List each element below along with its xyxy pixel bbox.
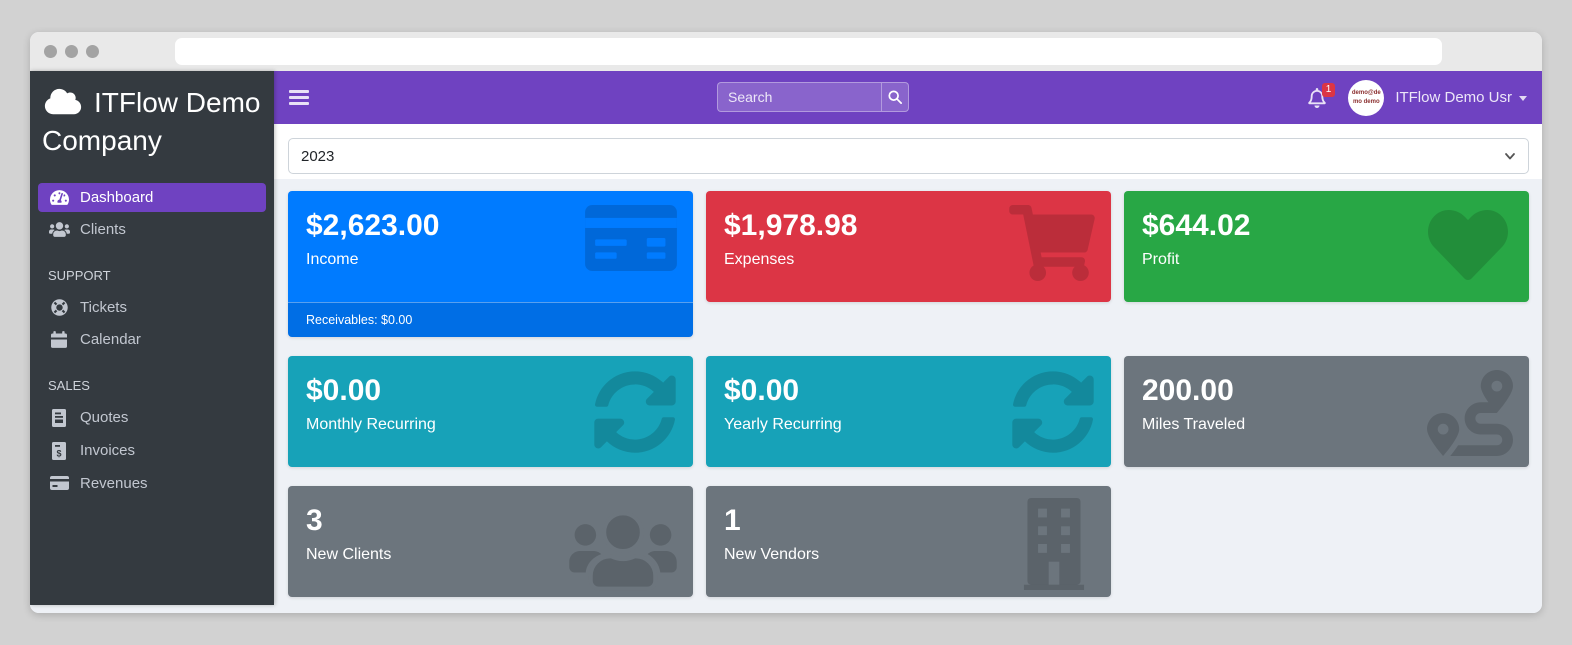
stat-card-miles-traveled[interactable]: 200.00 Miles Traveled <box>1124 356 1529 467</box>
stat-label: Income <box>306 251 359 268</box>
avatar[interactable]: demo@demo demo <box>1348 79 1385 116</box>
window-controls <box>44 45 99 58</box>
stat-card-profit[interactable]: $644.02 Profit <box>1124 191 1529 302</box>
sidebar-item-label: Clients <box>80 220 126 238</box>
menu-toggle-icon[interactable] <box>289 87 309 108</box>
sidebar-item-label: Invoices <box>80 442 136 460</box>
stat-value: 1 <box>724 504 741 537</box>
sidebar-item-quotes[interactable]: Quotes <box>38 403 266 433</box>
tachometer-icon <box>47 189 71 206</box>
chevron-down-icon[interactable] <box>1519 96 1527 101</box>
window-control-button[interactable] <box>44 45 57 58</box>
sidebar: ITFlow Demo Company Dashboard Clients SU… <box>30 71 274 605</box>
stat-label: Miles Traveled <box>1142 416 1246 433</box>
stat-value: 200.00 <box>1142 374 1234 407</box>
content-header: 2023 <box>274 124 1542 179</box>
heart-icon <box>1427 209 1508 280</box>
file-lines-icon <box>47 408 71 427</box>
building-icon <box>1023 498 1085 590</box>
file-invoice-dollar-icon: $ <box>47 441 71 460</box>
sidebar-item-clients[interactable]: Clients <box>38 215 266 244</box>
stat-value: $0.00 <box>306 374 382 407</box>
search-button[interactable] <box>881 82 909 112</box>
stat-value: $0.00 <box>724 374 800 407</box>
sidebar-section-sales: SALES <box>48 377 90 393</box>
credit-card-icon <box>47 476 71 491</box>
sidebar-item-label: Tickets <box>80 298 127 316</box>
stat-value: $2,623.00 <box>306 209 440 242</box>
sidebar-item-invoices[interactable]: $ Invoices <box>38 436 266 466</box>
users-icon <box>47 221 71 238</box>
sync-icon <box>594 371 676 453</box>
user-menu[interactable]: ITFlow Demo Usr <box>1395 89 1512 106</box>
window-control-button[interactable] <box>65 45 78 58</box>
sidebar-item-dashboard[interactable]: Dashboard <box>38 182 266 212</box>
stat-value: $644.02 <box>1142 209 1251 242</box>
stat-card-yearly-recurring[interactable]: $0.00 Yearly Recurring <box>706 356 1111 467</box>
sync-icon <box>1012 371 1094 453</box>
browser-window: ITFlow Demo Company Dashboard Clients SU… <box>30 32 1542 613</box>
calendar-icon <box>47 330 71 348</box>
stat-value: $1,978.98 <box>724 209 858 242</box>
sidebar-nav: Dashboard Clients SUPPORT Tickets <box>30 176 274 505</box>
svg-text:$: $ <box>56 448 61 458</box>
notification-badge: 1 <box>1321 82 1336 97</box>
top-navbar: 1 demo@demo demo ITFlow Demo Usr <box>274 71 1542 124</box>
brand[interactable]: ITFlow Demo Company <box>30 71 274 176</box>
stat-label: Profit <box>1142 251 1180 268</box>
stat-label: New Clients <box>306 546 392 563</box>
stat-label: Monthly Recurring <box>306 416 436 433</box>
sidebar-item-label: Revenues <box>80 474 148 492</box>
avatar-text: demo@demo demo <box>1351 90 1381 105</box>
cloud-icon <box>44 88 82 115</box>
stat-card-monthly-recurring[interactable]: $0.00 Monthly Recurring <box>288 356 693 467</box>
sidebar-item-label: Quotes <box>80 409 129 427</box>
search-form <box>717 82 909 112</box>
shopping-cart-icon <box>1009 205 1095 281</box>
notifications-button[interactable]: 1 <box>1308 82 1336 108</box>
stat-card-expenses[interactable]: $1,978.98 Expenses <box>706 191 1111 302</box>
stat-card-new-clients[interactable]: 3 New Clients <box>288 486 693 597</box>
search-icon <box>888 90 902 104</box>
dashboard-content: $2,623.00 Income Receivables: $0.00 $1,9… <box>274 179 1542 613</box>
life-ring-icon <box>47 298 71 316</box>
stat-footer[interactable]: Receivables: $0.00 <box>288 302 693 337</box>
stat-card-income[interactable]: $2,623.00 Income Receivables: $0.00 <box>288 191 693 337</box>
year-select[interactable]: 2023 <box>288 138 1529 174</box>
users-icon <box>569 511 677 591</box>
sidebar-item-label: Dashboard <box>80 188 154 206</box>
sidebar-item-label: Calendar <box>80 330 141 348</box>
stat-card-new-vendors[interactable]: 1 New Vendors <box>706 486 1111 597</box>
sidebar-item-calendar[interactable]: Calendar <box>38 325 266 354</box>
bell-icon <box>1308 87 1327 108</box>
stat-label: Expenses <box>724 251 795 268</box>
credit-card-icon <box>585 205 677 271</box>
route-icon <box>1427 370 1513 456</box>
stat-label: Yearly Recurring <box>724 416 842 433</box>
url-bar[interactable] <box>175 38 1442 65</box>
window-control-button[interactable] <box>86 45 99 58</box>
browser-chrome <box>30 32 1542 71</box>
brand-label: ITFlow Demo Company <box>42 87 261 156</box>
stat-value: 3 <box>306 504 323 537</box>
sidebar-item-revenues[interactable]: Revenues <box>38 469 266 498</box>
search-input[interactable] <box>717 82 881 112</box>
sidebar-item-tickets[interactable]: Tickets <box>38 293 266 322</box>
stat-label: New Vendors <box>724 546 820 563</box>
sidebar-section-support: SUPPORT <box>48 267 111 283</box>
